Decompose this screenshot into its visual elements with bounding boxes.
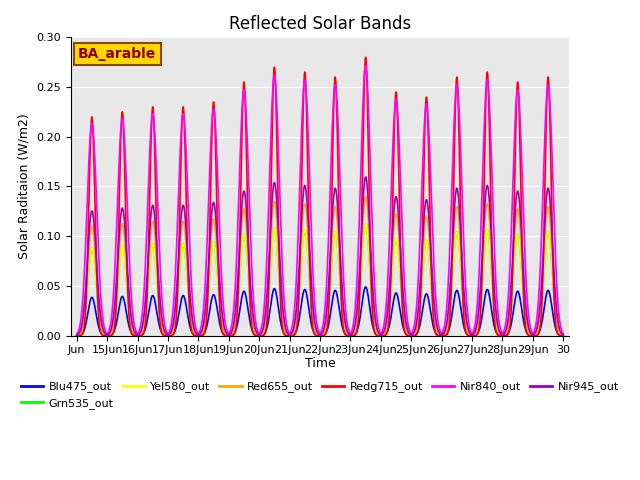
Red655_out bbox=[434, 329, 442, 335]
Yel580_out bbox=[249, 322, 257, 327]
Grn535_out bbox=[382, 327, 390, 333]
Nir840_out bbox=[361, 68, 369, 74]
X-axis label: Time: Time bbox=[305, 357, 335, 370]
Red655_out bbox=[460, 294, 467, 300]
Grn535_out bbox=[460, 302, 467, 308]
Redg715_out bbox=[97, 331, 105, 336]
Line: Red655_out: Red655_out bbox=[77, 196, 563, 336]
Line: Yel580_out: Yel580_out bbox=[77, 224, 563, 336]
Nir945_out bbox=[361, 178, 369, 184]
Yel580_out bbox=[460, 302, 467, 308]
Redg715_out bbox=[382, 332, 390, 337]
Redg715_out bbox=[249, 329, 257, 335]
Line: Grn535_out: Grn535_out bbox=[77, 224, 563, 336]
Line: Blu475_out: Blu475_out bbox=[77, 287, 563, 336]
Red655_out bbox=[382, 325, 390, 331]
Nir945_out bbox=[97, 317, 105, 323]
Red655_out bbox=[73, 333, 81, 338]
Yel580_out bbox=[73, 333, 81, 338]
Red655_out bbox=[559, 333, 567, 338]
Blu475_out bbox=[559, 333, 567, 338]
Blu475_out bbox=[361, 286, 369, 291]
Legend: Blu475_out, Grn535_out, Yel580_out, Red655_out, Redg715_out, Nir840_out, Nir945_: Blu475_out, Grn535_out, Yel580_out, Red6… bbox=[17, 377, 623, 413]
Line: Nir945_out: Nir945_out bbox=[77, 177, 563, 336]
Redg715_out bbox=[361, 69, 369, 75]
Yel580_out bbox=[362, 221, 369, 227]
Blu475_out bbox=[362, 284, 369, 290]
Red655_out bbox=[361, 197, 369, 203]
Grn535_out bbox=[97, 324, 105, 330]
Grn535_out bbox=[434, 329, 442, 335]
Nir840_out bbox=[559, 331, 567, 336]
Line: Nir840_out: Nir840_out bbox=[77, 66, 563, 334]
Redg715_out bbox=[434, 333, 442, 338]
Nir840_out bbox=[249, 287, 257, 293]
Y-axis label: Solar Raditaion (W/m2): Solar Raditaion (W/m2) bbox=[17, 114, 31, 259]
Yel580_out bbox=[361, 225, 369, 230]
Redg715_out bbox=[460, 309, 467, 314]
Nir840_out bbox=[460, 233, 467, 239]
Nir840_out bbox=[73, 331, 81, 337]
Yel580_out bbox=[382, 327, 390, 333]
Red655_out bbox=[362, 193, 369, 199]
Redg715_out bbox=[73, 333, 81, 338]
Yel580_out bbox=[434, 329, 442, 335]
Nir840_out bbox=[382, 306, 390, 312]
Nir945_out bbox=[460, 281, 467, 287]
Blu475_out bbox=[434, 332, 442, 338]
Red655_out bbox=[97, 323, 105, 328]
Nir945_out bbox=[362, 174, 369, 180]
Redg715_out bbox=[362, 54, 369, 60]
Nir840_out bbox=[97, 299, 105, 304]
Blu475_out bbox=[382, 331, 390, 337]
Nir945_out bbox=[249, 312, 257, 317]
Nir945_out bbox=[73, 333, 81, 338]
Grn535_out bbox=[73, 333, 81, 338]
Grn535_out bbox=[362, 221, 369, 227]
Title: Reflected Solar Bands: Reflected Solar Bands bbox=[229, 15, 411, 33]
Redg715_out bbox=[559, 333, 567, 338]
Nir945_out bbox=[382, 321, 390, 327]
Line: Redg715_out: Redg715_out bbox=[77, 57, 563, 336]
Nir840_out bbox=[434, 315, 442, 321]
Red655_out bbox=[249, 319, 257, 324]
Blu475_out bbox=[73, 333, 81, 338]
Nir945_out bbox=[559, 332, 567, 338]
Blu475_out bbox=[97, 330, 105, 336]
Nir840_out bbox=[362, 63, 369, 69]
Blu475_out bbox=[460, 322, 467, 327]
Blu475_out bbox=[249, 329, 257, 335]
Yel580_out bbox=[559, 333, 567, 338]
Nir945_out bbox=[434, 325, 442, 331]
Grn535_out bbox=[559, 333, 567, 338]
Grn535_out bbox=[249, 322, 257, 327]
Yel580_out bbox=[97, 324, 105, 330]
Text: BA_arable: BA_arable bbox=[78, 47, 156, 61]
Grn535_out bbox=[361, 225, 369, 230]
